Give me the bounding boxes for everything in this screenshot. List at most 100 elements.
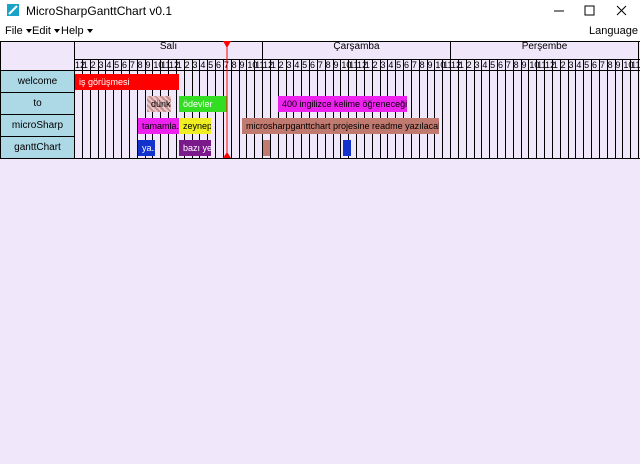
hour-grid-line — [262, 41, 263, 159]
row-label[interactable]: ganttChart — [0, 136, 75, 159]
hour-grid-line — [528, 60, 529, 159]
hour-grid-line — [544, 60, 545, 159]
hour-grid-line — [474, 60, 475, 159]
hour-label: 8 — [513, 60, 519, 70]
hour-grid-line — [176, 60, 177, 159]
menu-item[interactable]: Help — [61, 25, 84, 37]
hour-label: 6 — [498, 60, 504, 70]
hour-grid-line — [129, 60, 130, 159]
hour-label: 12 — [75, 60, 86, 70]
task-bar[interactable]: 400 ingilizce kelime öğreneceğim — [278, 96, 407, 112]
hour-grid-line — [442, 60, 443, 159]
hour-label: 9 — [239, 60, 245, 70]
hour-label: 3 — [568, 60, 574, 70]
hour-label: 1 — [552, 60, 558, 70]
hour-label: 7 — [317, 60, 323, 70]
row-label[interactable]: to — [0, 92, 75, 115]
hour-label: 9 — [521, 60, 527, 70]
hour-label: 11 — [349, 60, 359, 70]
row-label[interactable]: welcome — [0, 70, 75, 93]
menu-item[interactable]: Edit — [32, 25, 51, 37]
task-bar[interactable]: bazı yer — [179, 140, 211, 156]
header-divider — [74, 70, 640, 71]
hour-grid-line — [599, 60, 600, 159]
hour-label: 9 — [615, 60, 621, 70]
hour-label: 7 — [505, 60, 511, 70]
hour-grid-line — [231, 60, 232, 159]
hour-grid-line — [497, 60, 498, 159]
task-bar[interactable]: dünk.. — [147, 96, 171, 112]
gantt-grid — [0, 41, 640, 159]
corner-cell — [0, 41, 75, 71]
hour-grid-line — [552, 60, 553, 159]
hour-grid-line — [98, 60, 99, 159]
hour-grid-line — [560, 60, 561, 159]
hour-label: 7 — [599, 60, 605, 70]
header-divider — [74, 59, 640, 60]
hour-label: 6 — [592, 60, 598, 70]
hour-grid-line — [90, 60, 91, 159]
hour-label: 10 — [153, 60, 164, 70]
hour-label: 5 — [302, 60, 308, 70]
hour-grid-line — [615, 60, 616, 159]
task-bar[interactable]: microsharpganttchart projesine readme ya… — [242, 118, 439, 134]
hour-label: 3 — [192, 60, 198, 70]
hour-grid-line — [622, 60, 623, 159]
hour-label: 11 — [537, 60, 547, 70]
hour-label: 9 — [145, 60, 151, 70]
hour-grid-line — [121, 60, 122, 159]
hour-grid-line — [489, 60, 490, 159]
hour-label: 2 — [466, 60, 472, 70]
app-icon — [7, 4, 19, 16]
hour-label: 6 — [216, 60, 222, 70]
hour-grid-line — [74, 41, 75, 159]
current-time-marker — [223, 41, 231, 158]
hour-grid-line — [575, 60, 576, 159]
task-bar[interactable] — [263, 140, 270, 156]
hour-label: 7 — [411, 60, 417, 70]
day-header: Çarşamba — [262, 41, 450, 60]
hour-label: 11 — [255, 60, 265, 70]
hour-label: 12 — [451, 60, 462, 70]
hour-label: 12 — [545, 60, 556, 70]
hour-grid-line — [254, 60, 255, 159]
hour-label: 5 — [490, 60, 496, 70]
hour-label: 10 — [247, 60, 258, 70]
hour-label: 7 — [223, 60, 229, 70]
task-bar[interactable]: ödevler — [179, 96, 227, 112]
hour-label: 10 — [623, 60, 634, 70]
hour-grid-line — [239, 60, 240, 159]
hour-label: 12 — [357, 60, 368, 70]
task-bar[interactable] — [343, 140, 351, 156]
task-bar[interactable]: ya.. — [138, 140, 155, 156]
window-controls[interactable] — [540, 0, 640, 22]
task-bar[interactable]: zeynep'.. — [179, 118, 211, 134]
hour-label: 6 — [404, 60, 410, 70]
hour-label: 4 — [200, 60, 206, 70]
hour-label: 9 — [333, 60, 339, 70]
hour-grid-line — [466, 60, 467, 159]
menu-item[interactable]: File — [5, 25, 23, 37]
hour-label: 3 — [380, 60, 386, 70]
hour-label: 2 — [278, 60, 284, 70]
day-divider — [638, 41, 639, 159]
hour-label: 5 — [584, 60, 590, 70]
hour-label: 4 — [388, 60, 394, 70]
hour-label: 11 — [443, 60, 453, 70]
title-bar: MicroSharpGanttChart v0.1 — [0, 0, 640, 22]
task-bar[interactable]: tamamla.. — [138, 118, 179, 134]
hour-grid-line — [145, 60, 146, 159]
hour-label: 3 — [474, 60, 480, 70]
row-label[interactable]: microSharp — [0, 114, 75, 137]
task-bar[interactable]: iş görüşmesi — [75, 74, 179, 90]
hour-label: 4 — [106, 60, 112, 70]
hour-grid-line — [458, 60, 459, 159]
hour-grid-line — [434, 60, 435, 159]
hour-label: 4 — [482, 60, 488, 70]
hour-grid-line — [630, 60, 631, 159]
language-menu[interactable]: Language — [589, 25, 638, 37]
hour-label: 11 — [631, 60, 640, 70]
hour-label: 11 — [161, 60, 171, 70]
hour-label: 8 — [325, 60, 331, 70]
hour-grid-line — [246, 60, 247, 159]
